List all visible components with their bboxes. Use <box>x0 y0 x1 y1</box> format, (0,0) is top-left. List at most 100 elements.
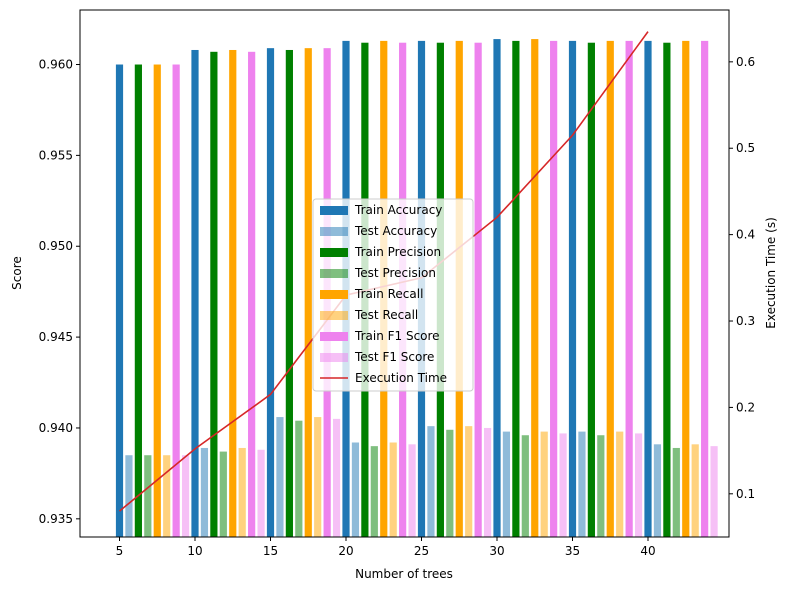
bar <box>181 455 190 537</box>
bar <box>210 51 218 538</box>
bar <box>606 40 614 537</box>
bar <box>540 431 548 537</box>
legend-swatch <box>320 227 348 236</box>
x-tick-label: 5 <box>116 544 124 558</box>
bar <box>153 64 161 538</box>
legend-swatch <box>320 311 348 320</box>
bar <box>163 455 171 537</box>
bar <box>144 455 152 537</box>
bar <box>219 451 227 537</box>
x-tick-label: 35 <box>565 544 580 558</box>
bar <box>597 435 605 537</box>
bar <box>134 64 142 538</box>
bar <box>672 447 680 537</box>
y2-tick-label: 0.5 <box>736 141 755 155</box>
bar <box>285 49 293 537</box>
bar <box>276 417 284 537</box>
bar <box>531 39 539 537</box>
y-tick-label: 0.955 <box>39 148 73 162</box>
bar <box>616 431 624 537</box>
bar <box>351 442 360 537</box>
x-tick-label: 25 <box>414 544 429 558</box>
bar <box>370 446 378 537</box>
series-test-precision <box>144 420 680 537</box>
series-test-accuracy <box>125 417 662 537</box>
legend-entry: Test Precision <box>320 266 436 280</box>
legend-entry: Test Recall <box>320 308 418 322</box>
legend-label: Train Precision <box>354 245 441 259</box>
bar <box>691 444 699 537</box>
x-axis-title: Number of trees <box>355 567 453 581</box>
bars-layer <box>115 39 718 538</box>
bar <box>389 442 397 537</box>
legend-label: Test Recall <box>354 308 418 322</box>
bar <box>191 49 199 537</box>
bar <box>427 426 435 537</box>
legend-swatch <box>320 206 348 215</box>
bar <box>644 40 652 537</box>
y-tick-label: 0.945 <box>39 330 73 344</box>
bar <box>229 49 237 537</box>
bar <box>587 42 595 538</box>
legend-entry: Train Recall <box>320 287 423 301</box>
legend-swatch <box>320 332 348 341</box>
legend-entry: Test F1 Score <box>320 350 434 364</box>
y2-tick-label: 0.3 <box>736 314 755 328</box>
legend-entry: Train Precision <box>320 245 441 259</box>
legend-swatch <box>320 248 348 257</box>
y2-axis-title: Execution Time (s) <box>764 217 778 329</box>
bar <box>200 447 209 537</box>
legend-label: Execution Time <box>355 371 447 385</box>
y2-tick-label: 0.6 <box>736 55 755 69</box>
x-tick-label: 10 <box>187 544 202 558</box>
bar <box>295 420 303 537</box>
bar <box>314 417 322 537</box>
bar <box>238 447 246 537</box>
legend-label: Train Accuracy <box>354 203 442 217</box>
y-tick-label: 0.940 <box>39 421 73 435</box>
bar <box>474 42 482 538</box>
legend-label: Train Recall <box>354 287 423 301</box>
series-test-f1-score <box>181 418 718 537</box>
y2-tick-label: 0.4 <box>736 228 755 242</box>
bar <box>115 64 124 538</box>
x-axis: 5 10 15 20 25 30 35 40 <box>116 537 656 558</box>
bar <box>502 431 511 537</box>
bar <box>550 40 558 537</box>
bar <box>248 51 256 538</box>
bar <box>304 48 312 537</box>
bar <box>512 40 520 537</box>
bar <box>332 418 341 537</box>
legend-entry: Test Accuracy <box>320 224 437 238</box>
legend-box <box>312 198 474 392</box>
legend-label: Train F1 Score <box>354 329 440 343</box>
legend-label: Test Accuracy <box>354 224 437 238</box>
bar <box>493 39 501 537</box>
legend-entry: Train Accuracy <box>320 203 442 217</box>
bar <box>568 40 577 537</box>
y2-tick-label: 0.1 <box>736 487 755 501</box>
bar <box>625 40 633 537</box>
x-tick-label: 20 <box>338 544 353 558</box>
bar <box>446 429 454 537</box>
y-tick-label: 0.960 <box>39 58 73 72</box>
bar <box>578 431 586 537</box>
legend-label: Test Precision <box>354 266 436 280</box>
y-axis-title: Score <box>10 256 24 290</box>
plot-frame <box>79 9 730 538</box>
y-axis-left: 0.935 0.940 0.945 0.950 0.955 0.960 <box>39 58 80 526</box>
legend-swatch <box>320 269 348 278</box>
bar <box>634 433 643 537</box>
legend-swatch <box>320 353 348 362</box>
bar <box>266 48 275 537</box>
legend-entry: Train F1 Score <box>320 329 440 343</box>
legend: Train Accuracy Test Accuracy Train Precisi… <box>312 198 474 392</box>
bar <box>701 40 709 537</box>
bar <box>483 427 492 537</box>
y-tick-label: 0.935 <box>39 512 73 526</box>
legend-swatch <box>320 290 348 299</box>
x-tick-label: 40 <box>640 544 655 558</box>
bar <box>465 426 473 537</box>
